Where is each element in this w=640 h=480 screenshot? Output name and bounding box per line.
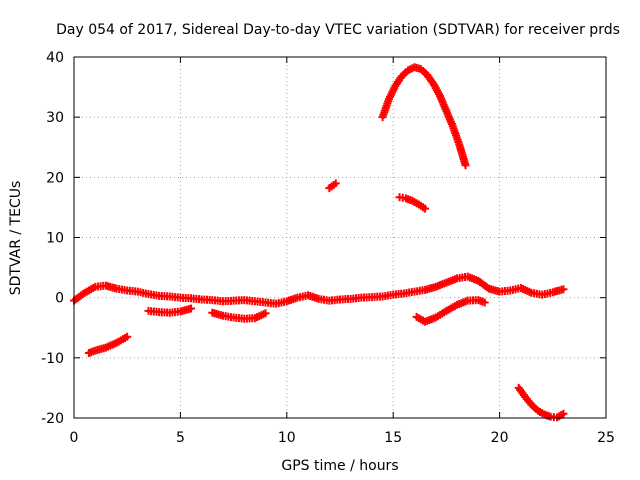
plot-frame bbox=[73, 56, 607, 419]
y-tick-label: -10 bbox=[41, 351, 64, 367]
data-point bbox=[559, 409, 568, 418]
series-arc-1 bbox=[70, 272, 568, 308]
data-point bbox=[559, 285, 568, 294]
x-tick-label: 15 bbox=[384, 430, 402, 446]
x-tick-label: 5 bbox=[176, 430, 185, 446]
chart-title: Day 054 of 2017, Sidereal Day-to-day VTE… bbox=[56, 22, 620, 38]
y-tick-label: 30 bbox=[46, 110, 64, 126]
series-arc-9 bbox=[514, 383, 568, 422]
y-tick-label: 0 bbox=[55, 291, 64, 307]
data-point bbox=[461, 161, 470, 170]
series-arc-2 bbox=[84, 332, 132, 358]
x-tick-label: 10 bbox=[278, 430, 296, 446]
data-point bbox=[421, 204, 430, 213]
y-axis-title: SDTVAR / TECUs bbox=[8, 181, 24, 296]
data-point bbox=[187, 304, 196, 313]
y-tick-label: 10 bbox=[46, 231, 64, 247]
y-tick-label: 40 bbox=[46, 50, 64, 66]
series-arc-5 bbox=[325, 179, 340, 193]
grid bbox=[74, 57, 606, 418]
data-point bbox=[331, 179, 340, 188]
y-tick-label: 20 bbox=[46, 170, 64, 186]
series-arc-7 bbox=[395, 193, 430, 213]
x-tick-label: 0 bbox=[70, 430, 79, 446]
series-arc-6 bbox=[378, 63, 470, 170]
data-layer bbox=[70, 63, 568, 422]
data-point bbox=[480, 298, 489, 307]
series-arc-3 bbox=[144, 304, 196, 317]
y-tick-label: -20 bbox=[41, 411, 64, 427]
data-point bbox=[123, 332, 132, 341]
x-tick-label: 25 bbox=[597, 430, 615, 446]
data-point bbox=[261, 309, 270, 318]
x-axis-title: GPS time / hours bbox=[281, 458, 398, 474]
axis-ticks: 0 5 10 15 20 25 -20 -10 0 10 20 30 40 bbox=[41, 50, 615, 446]
x-tick-label: 20 bbox=[491, 430, 509, 446]
series-arc-4 bbox=[208, 308, 270, 323]
series-arc-8 bbox=[412, 296, 489, 326]
